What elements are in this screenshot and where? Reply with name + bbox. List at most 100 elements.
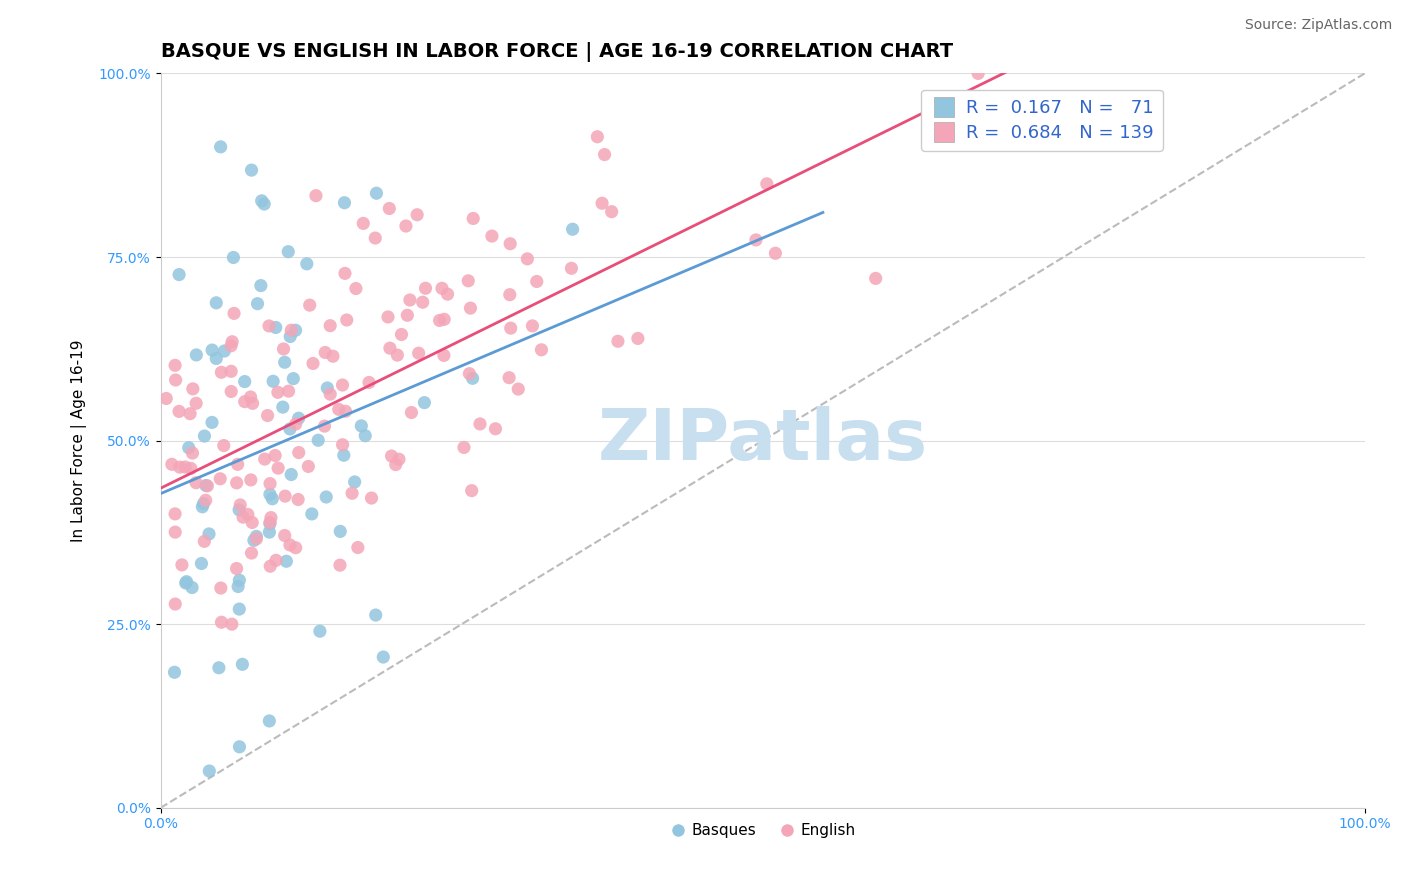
- Point: [357, 376, 380, 390]
- Point: [201, 343, 224, 357]
- Point: [250, 194, 273, 208]
- Point: [165, 525, 187, 540]
- Point: [457, 274, 479, 288]
- Point: [967, 66, 990, 80]
- Point: [335, 404, 357, 418]
- Point: [240, 516, 263, 530]
- Point: [278, 422, 301, 436]
- Point: [264, 553, 287, 567]
- Point: [364, 231, 387, 245]
- Point: [276, 554, 298, 568]
- Point: [278, 329, 301, 343]
- Point: [205, 351, 228, 366]
- Point: [508, 382, 530, 396]
- Point: [259, 516, 281, 531]
- Point: [401, 405, 423, 419]
- Point: [174, 460, 197, 475]
- Point: [332, 438, 354, 452]
- Point: [350, 418, 373, 433]
- Point: [179, 407, 201, 421]
- Point: [160, 458, 183, 472]
- Point: [228, 602, 250, 616]
- Point: [253, 197, 276, 211]
- Point: [225, 561, 247, 575]
- Point: [194, 493, 217, 508]
- Point: [228, 503, 250, 517]
- Point: [755, 177, 778, 191]
- Point: [364, 608, 387, 623]
- Point: [165, 597, 187, 611]
- Point: [430, 281, 453, 295]
- Point: [273, 342, 295, 356]
- Point: [186, 348, 208, 362]
- Point: [295, 257, 318, 271]
- Point: [226, 458, 249, 472]
- Point: [209, 581, 232, 595]
- Point: [412, 295, 434, 310]
- Point: [193, 429, 215, 443]
- Point: [271, 400, 294, 414]
- Point: [260, 510, 283, 524]
- Point: [264, 449, 287, 463]
- Point: [560, 261, 582, 276]
- Point: [209, 365, 232, 379]
- Point: [209, 140, 232, 154]
- Point: [219, 364, 242, 378]
- Point: [309, 624, 332, 639]
- Point: [396, 308, 419, 322]
- Point: [253, 452, 276, 467]
- Point: [259, 487, 281, 501]
- Point: [429, 313, 451, 327]
- Point: [378, 202, 401, 216]
- Point: [165, 359, 187, 373]
- Point: [242, 396, 264, 410]
- Point: [259, 476, 281, 491]
- Point: [366, 186, 388, 201]
- Point: [239, 473, 262, 487]
- Point: [232, 510, 254, 524]
- Point: [283, 371, 305, 385]
- Point: [228, 739, 250, 754]
- Point: [329, 558, 352, 573]
- Point: [233, 375, 256, 389]
- Point: [231, 657, 253, 672]
- Point: [499, 236, 522, 251]
- Point: [246, 296, 269, 310]
- Point: [522, 318, 544, 333]
- Point: [191, 500, 214, 514]
- Point: [287, 411, 309, 425]
- Point: [360, 491, 382, 505]
- Point: [163, 665, 186, 680]
- Point: [413, 395, 436, 409]
- Point: [302, 356, 325, 370]
- Point: [181, 581, 204, 595]
- Point: [600, 204, 623, 219]
- Point: [267, 461, 290, 475]
- Point: [259, 516, 281, 530]
- Point: [240, 546, 263, 560]
- Point: [278, 538, 301, 552]
- Point: [316, 381, 339, 395]
- Point: [607, 334, 630, 349]
- Point: [284, 417, 307, 431]
- Point: [256, 409, 278, 423]
- Point: [453, 441, 475, 455]
- Point: [214, 344, 236, 359]
- Point: [395, 219, 418, 233]
- Point: [344, 281, 367, 295]
- Point: [228, 573, 250, 587]
- Point: [181, 446, 204, 460]
- Point: [763, 246, 786, 260]
- Point: [280, 323, 302, 337]
- Point: [307, 434, 329, 448]
- Point: [415, 281, 437, 295]
- Point: [176, 574, 198, 589]
- Point: [436, 287, 458, 301]
- Point: [343, 475, 366, 489]
- Point: [319, 387, 342, 401]
- Point: [354, 428, 377, 442]
- Point: [463, 211, 485, 226]
- Point: [259, 559, 281, 574]
- Point: [219, 384, 242, 399]
- Point: [257, 318, 280, 333]
